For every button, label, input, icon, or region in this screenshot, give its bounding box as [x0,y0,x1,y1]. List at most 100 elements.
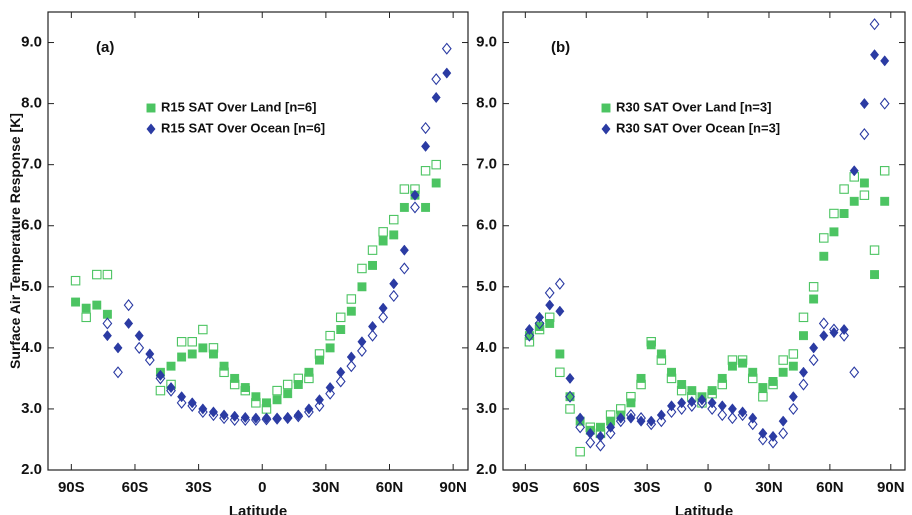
square-marker [656,349,666,359]
diamond-marker [155,369,165,381]
diamond-marker [346,351,356,363]
open-diamond-marker [102,317,113,330]
open-diamond-marker [778,427,789,440]
open-diamond-marker [431,73,442,86]
panel-label: (a) [96,39,114,56]
open-square-marker [869,245,880,255]
x-axis-title: Latitude [229,503,287,515]
square-marker [870,270,879,280]
diamond-marker [707,397,717,409]
x-tick-label: 30N [755,479,783,496]
square-marker [636,373,646,383]
square-marker [336,325,346,334]
diamond-marker [616,412,626,424]
square-marker [92,300,102,310]
diamond-marker [697,394,707,406]
y-tick-label: 8.0 [476,95,497,112]
diamond-marker [666,400,677,412]
open-diamond-marker [808,354,819,367]
y-tick-label: 4.0 [476,339,497,356]
open-diamond-marker [534,317,545,330]
y-tick-label: 6.0 [21,217,42,234]
open-diamond-marker [839,329,849,342]
diamond-marker [177,391,187,403]
diamond-marker [314,394,325,406]
diamond-marker [545,299,555,311]
square-marker [738,358,748,368]
x-tick-label: 60N [376,479,404,496]
diamond-marker [636,415,646,427]
panel-label: (b) [551,39,570,56]
square-marker [717,373,727,383]
y-tick-label: 5.0 [476,278,497,295]
square-marker [819,251,829,261]
open-square-marker [565,404,575,414]
y-tick-label: 3.0 [476,400,497,417]
open-diamond-marker [388,289,399,303]
open-square-marker [70,275,81,286]
square-marker [431,178,441,188]
open-square-marker [808,282,819,292]
open-diamond-marker [544,286,555,299]
diamond-marker [809,342,819,354]
open-diamond-marker [346,360,357,373]
open-diamond-marker [595,439,606,452]
x-tick-label: 30S [185,479,212,496]
y-axis-title: Surface Air Temperature Response [K] [7,113,23,369]
open-square-marker [81,312,91,323]
legend-label: R15 SAT Over Land [n=6] [161,99,316,114]
open-diamond-marker [565,390,575,403]
open-diamond-marker [420,121,431,135]
square-marker [209,349,218,359]
diamond-marker [113,342,123,354]
square-marker [421,202,431,212]
square-marker [880,196,890,206]
y-tick-label: 9.0 [21,34,42,51]
square-marker [230,373,240,383]
square-marker [272,395,282,405]
open-diamond-marker [747,418,758,431]
open-diamond-marker [524,329,535,342]
open-square-marker [367,245,378,255]
diamond-marker [859,98,869,110]
square-marker [293,380,303,389]
square-marker [545,318,555,328]
open-diamond-marker [676,402,687,416]
square-marker [368,260,377,270]
open-diamond-marker [441,42,452,55]
diamond-marker [304,403,314,415]
open-square-marker [420,166,431,176]
x-tick-label: 90N [877,479,905,496]
diamond-marker [788,391,798,403]
diamond-marker [261,412,272,424]
legend-label: R30 SAT Over Land [n=3] [616,99,771,114]
open-square-marker [859,190,870,200]
open-diamond-marker [768,436,778,449]
square-marker [758,383,768,393]
diamond-marker [606,421,616,433]
diamond-marker [727,403,737,415]
x-tick-label: 0 [704,479,712,496]
diamond-marker [626,412,636,424]
open-diamond-marker [399,262,410,275]
open-square-marker [778,355,788,365]
diamond-marker [219,409,229,421]
open-square-marker [389,214,399,225]
x-tick-label: 90S [58,479,85,496]
x-axis-title: Latitude [675,503,733,515]
open-square-marker [788,349,799,359]
open-diamond-marker [378,311,389,324]
square-marker [187,349,197,359]
diamond-marker [325,381,335,394]
square-marker [799,331,808,341]
open-diamond-marker [357,344,367,357]
open-square-marker [758,391,768,402]
legend-label: R15 SAT Over Ocean [n=6] [161,120,325,135]
square-marker [667,367,676,377]
square-marker [839,209,849,218]
y-tick-label: 6.0 [476,217,497,234]
square-marker [240,383,250,393]
diamond-marker [357,336,367,348]
y-tick-label: 9.0 [476,34,497,51]
open-square-marker [325,330,335,341]
